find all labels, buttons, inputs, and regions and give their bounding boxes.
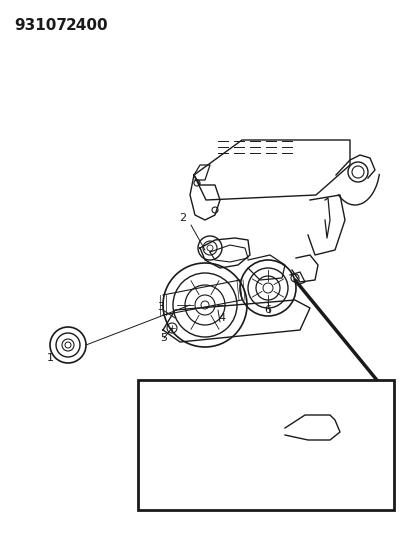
Text: 1: 1 [46, 353, 53, 363]
Text: 93107: 93107 [14, 18, 67, 33]
Text: 2: 2 [179, 213, 186, 223]
Text: 4: 4 [218, 313, 225, 323]
Text: 11: 11 [215, 473, 228, 483]
Text: 9: 9 [244, 410, 250, 420]
Text: 6: 6 [264, 305, 271, 315]
Text: 11: 11 [365, 435, 377, 445]
Text: 3: 3 [157, 302, 164, 312]
Text: 8: 8 [195, 446, 201, 456]
Text: 10: 10 [306, 448, 318, 458]
Text: 5: 5 [160, 333, 167, 343]
Bar [138, 380, 393, 510]
Text: 2400: 2400 [66, 18, 108, 33]
Text: 7: 7 [159, 465, 165, 475]
